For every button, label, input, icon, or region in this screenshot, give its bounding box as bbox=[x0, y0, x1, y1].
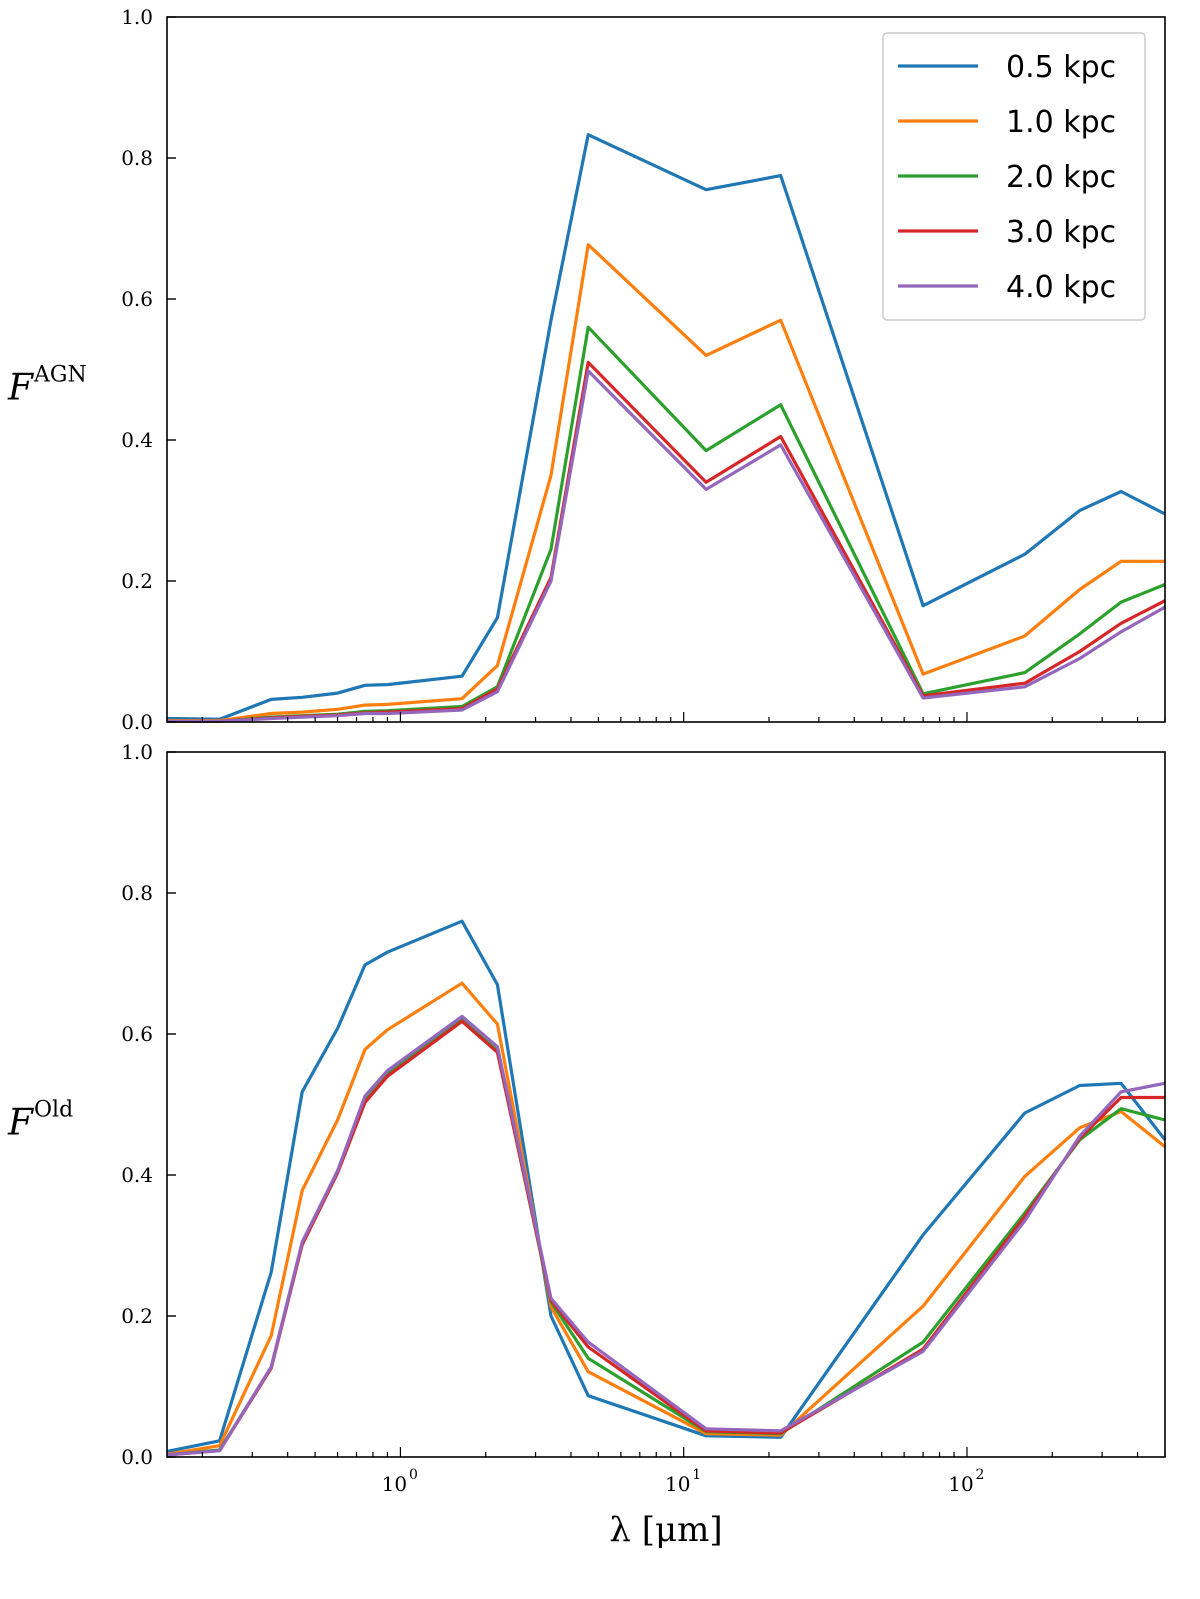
legend-label-1: 1.0 kpc bbox=[1006, 105, 1116, 140]
bottom-series-line-2 bbox=[166, 1018, 1166, 1457]
top-ytick-label-2: 0.4 bbox=[121, 428, 153, 452]
top-ytick-label-1: 0.2 bbox=[121, 569, 153, 593]
bottom-ytick-label-3: 0.6 bbox=[121, 1022, 153, 1046]
bottom-ytick-label-2: 0.4 bbox=[121, 1163, 153, 1187]
bottom-ytick-label-0: 0.0 bbox=[121, 1445, 153, 1469]
bottom-ytick-label-1: 0.2 bbox=[121, 1304, 153, 1328]
bottom-series-line-3 bbox=[166, 1019, 1165, 1457]
bottom-xtick-exp-0: 0 bbox=[409, 1467, 418, 1483]
bottom-xtick-label-1: 10 bbox=[665, 1472, 690, 1496]
top-series-line-2 bbox=[167, 325, 1166, 723]
bottom-series-line-4 bbox=[166, 1014, 1166, 1457]
bottom-axes-frame bbox=[166, 751, 1166, 1458]
bottom-xlabel: λ [μm] bbox=[609, 1510, 722, 1550]
top-ytick-label-4: 0.8 bbox=[121, 146, 153, 170]
legend-label-2: 2.0 kpc bbox=[1006, 160, 1116, 195]
top-panel: 0.0 0.2 0.4 0.6 0.8 1.0 F AGN 0.5 kpc 1.0 kpc 2.0 … bbox=[7, 5, 1166, 734]
bottom-xtick-label-2: 10 bbox=[948, 1472, 973, 1496]
bottom-xtick-label-0: 10 bbox=[382, 1472, 407, 1496]
bottom-ytick-label-4: 0.8 bbox=[121, 881, 153, 905]
top-ytick-label-0: 0.0 bbox=[121, 710, 153, 734]
top-series-group bbox=[166, 133, 1166, 723]
legend-label-4: 4.0 kpc bbox=[1006, 270, 1116, 305]
top-ylabel: F bbox=[7, 368, 35, 409]
bottom-series-group bbox=[166, 919, 1167, 1457]
bottom-xtick-exp-2: 2 bbox=[976, 1467, 985, 1483]
top-series-line-1 bbox=[167, 243, 1165, 723]
top-axes-frame bbox=[166, 16, 1166, 723]
bottom-series-line-0 bbox=[166, 919, 1167, 1453]
top-legend: 0.5 kpc 1.0 kpc 2.0 kpc 3.0 kpc 4.0 kpc bbox=[882, 32, 1146, 321]
top-series-line-0 bbox=[166, 133, 1166, 721]
legend-label-0: 0.5 kpc bbox=[1006, 50, 1116, 85]
top-series-line-4 bbox=[167, 369, 1166, 723]
bottom-xtick-exp-1: 1 bbox=[692, 1467, 701, 1483]
bottom-ylabel: F bbox=[7, 1103, 35, 1144]
legend-label-3: 3.0 kpc bbox=[1006, 215, 1116, 250]
top-ytick-label-3: 0.6 bbox=[121, 287, 153, 311]
top-ylabel-sup: AGN bbox=[33, 363, 87, 388]
bottom-ylabel-sup: Old bbox=[34, 1098, 73, 1123]
bottom-ytick-label-5: 1.0 bbox=[121, 740, 153, 764]
top-ytick-label-5: 1.0 bbox=[121, 5, 153, 29]
legend-box bbox=[882, 32, 1146, 321]
top-series-line-3 bbox=[167, 360, 1166, 723]
